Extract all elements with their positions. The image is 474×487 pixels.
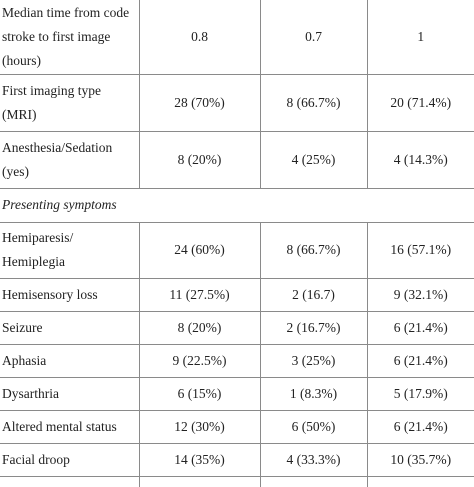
table-row: Hemiparesis/ Hemiplegia 24 (60%) 8 (66.7… (0, 221, 474, 278)
value-cell: 8 (20%) (138, 130, 260, 188)
row-label-cell: Hemiparesis/ Hemiplegia (0, 221, 139, 278)
value-cell: 4 (25%) (259, 130, 367, 188)
row-label-cell: Hemisensory loss (0, 277, 139, 311)
row-label-cell: First imaging type (MRI) (0, 73, 139, 131)
value-cell: 6 (21.4%) (366, 343, 474, 377)
value-cell: 20 (71.4%) (366, 73, 474, 131)
row-label-cell: Seizure (0, 310, 139, 344)
value-cell: 6 (21.4%) (366, 409, 474, 443)
value-cell: 2 (16.7%) (259, 310, 367, 344)
row-label: Dysarthria (2, 385, 59, 401)
value-cell: 1 (366, 0, 474, 74)
value-cell (259, 475, 367, 487)
section-header-row: Presenting symptoms (0, 187, 474, 222)
table-row: Dysarthria 6 (15%) 1 (8.3%) 5 (17.9%) (0, 376, 474, 410)
value-cell: 10 (35.7%) (366, 442, 474, 476)
row-label-cell: Dysarthria (0, 376, 139, 410)
row-label: Altered mental status (2, 418, 117, 434)
value-cell: 5 (17.9%) (366, 376, 474, 410)
value-cell (366, 475, 474, 487)
row-label-cell: Facial droop (0, 442, 139, 476)
row-label: Aphasia (2, 352, 47, 368)
table-row: Altered mental status 12 (30%) 6 (50%) 6… (0, 409, 474, 443)
row-label: Facial droop (2, 451, 70, 467)
row-label: Seizure (2, 319, 43, 335)
row-label: Median time from code stroke to first im… (2, 4, 130, 68)
value-cell: 8 (20%) (138, 310, 260, 344)
row-label-cell: Aphasia (0, 343, 139, 377)
value-cell: 8 (66.7%) (259, 73, 367, 131)
table-row: Hemisensory loss 11 (27.5%) 2 (16.7) 9 (… (0, 277, 474, 311)
value-cell: 16 (57.1%) (366, 221, 474, 278)
table-row-partial (0, 475, 474, 487)
value-cell: 24 (60%) (138, 221, 260, 278)
value-cell: 6 (15%) (138, 376, 260, 410)
value-cell: 1 (8.3%) (259, 376, 367, 410)
table-row: Facial droop 14 (35%) 4 (33.3%) 10 (35.7… (0, 442, 474, 476)
row-label: First imaging type (MRI) (2, 82, 101, 122)
row-label-cell: Median time from code stroke to first im… (0, 0, 139, 74)
row-label-cell: Anesthesia/Sedation (yes) (0, 130, 139, 188)
value-cell: 2 (16.7) (259, 277, 367, 311)
value-cell: 8 (66.7%) (259, 221, 367, 278)
table-row: Aphasia 9 (22.5%) 3 (25%) 6 (21.4%) (0, 343, 474, 377)
table-row: Anesthesia/Sedation (yes) 8 (20%) 4 (25%… (0, 130, 474, 188)
value-cell: 11 (27.5%) (138, 277, 260, 311)
value-cell (138, 475, 260, 487)
value-cell: 6 (21.4%) (366, 310, 474, 344)
value-cell: 6 (50%) (259, 409, 367, 443)
table-row: First imaging type (MRI) 28 (70%) 8 (66.… (0, 73, 474, 131)
section-header: Presenting symptoms (0, 187, 474, 222)
row-label: Hemiparesis/ Hemiplegia (2, 230, 74, 269)
value-cell: 0.7 (259, 0, 367, 74)
value-cell: 12 (30%) (138, 409, 260, 443)
row-label-cell: Altered mental status (0, 409, 139, 443)
row-label-cell (0, 475, 139, 487)
value-cell: 4 (33.3%) (259, 442, 367, 476)
value-cell: 3 (25%) (259, 343, 367, 377)
value-cell: 9 (32.1%) (366, 277, 474, 311)
value-cell: 28 (70%) (138, 73, 260, 131)
table-row: Seizure 8 (20%) 2 (16.7%) 6 (21.4%) (0, 310, 474, 344)
row-label: Hemisensory loss (2, 286, 98, 302)
value-cell: 9 (22.5%) (138, 343, 260, 377)
row-label: Anesthesia/Sedation (yes) (2, 139, 113, 179)
value-cell: 14 (35%) (138, 442, 260, 476)
table-row: Median time from code stroke to first im… (0, 0, 474, 74)
value-cell: 0.8 (138, 0, 260, 74)
value-cell: 4 (14.3%) (366, 130, 474, 188)
